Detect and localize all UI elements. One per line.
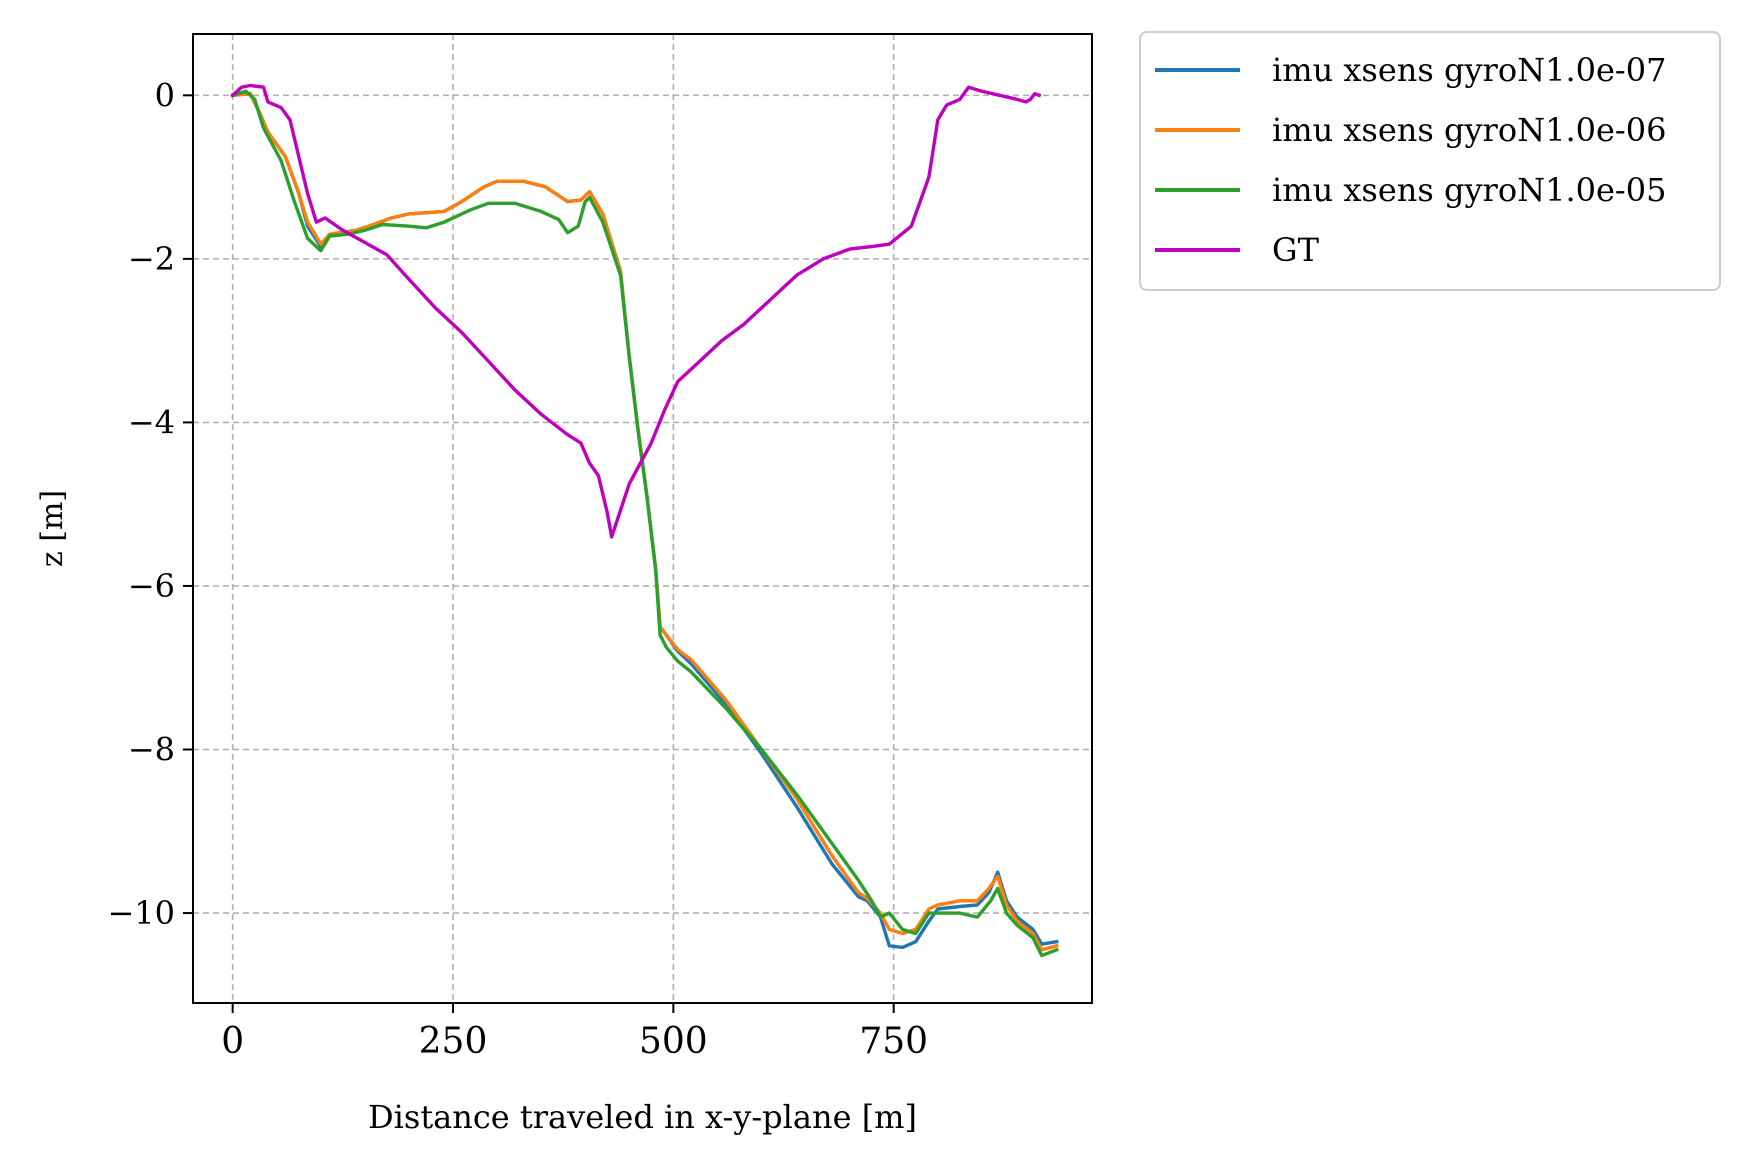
legend-box xyxy=(1139,31,1721,291)
y-axis-label: z [m] xyxy=(35,490,70,567)
y-tick-label: 0 xyxy=(155,76,175,114)
legend-label: imu xsens gyroN1.0e-05 xyxy=(1272,171,1666,209)
x-axis-label: Distance traveled in x-y-plane [m] xyxy=(368,1098,917,1136)
y-tick-label: −8 xyxy=(128,731,175,769)
legend: imu xsens gyroN1.0e-07 imu xsens gyroN1.0… xyxy=(1139,31,1721,291)
grid xyxy=(193,34,1092,1003)
series-line-3 xyxy=(230,83,1042,539)
x-tick-label: 0 xyxy=(221,1021,244,1062)
x-tick-label: 750 xyxy=(859,1021,928,1062)
y-tick-label: −6 xyxy=(128,567,175,605)
legend-label: imu xsens gyroN1.0e-07 xyxy=(1272,51,1666,89)
legend-label: GT xyxy=(1272,231,1320,269)
legend-label: imu xsens gyroN1.0e-06 xyxy=(1272,111,1666,149)
plot-frame xyxy=(192,33,1093,1004)
y-tick-label: −10 xyxy=(107,894,175,932)
y-tick-label: −2 xyxy=(128,240,175,278)
x-tick-label: 500 xyxy=(639,1021,708,1062)
y-tick-label: −4 xyxy=(128,403,175,441)
axis-ticks: 0 250 500 750 0 −2 −4 −6 −8 −10 xyxy=(107,76,928,1062)
x-tick-label: 250 xyxy=(419,1021,488,1062)
series-lines xyxy=(230,83,1059,958)
